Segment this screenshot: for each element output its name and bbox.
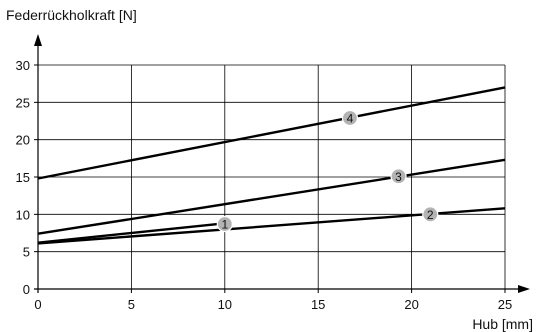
x-tick-label: 20 — [404, 297, 418, 312]
series-marker-3 — [390, 168, 407, 185]
series-line-1 — [37, 222, 225, 244]
series — [37, 86, 506, 245]
y-tick-label: 5 — [23, 245, 30, 260]
series-marker-2 — [422, 206, 439, 223]
series-marker-1 — [216, 215, 233, 233]
x-tick-label: 25 — [498, 297, 512, 312]
series-line-4 — [37, 86, 506, 180]
series-label-2: 2 — [427, 208, 434, 222]
y-tick-label: 10 — [16, 207, 30, 222]
y-tick-label: 15 — [16, 170, 30, 185]
series-line-3 — [37, 158, 506, 235]
x-tick-label: 5 — [128, 297, 135, 312]
x-axis-arrow — [518, 285, 530, 293]
x-axis-label: Hub [mm] — [472, 316, 533, 332]
y-tick-label: 30 — [16, 58, 30, 73]
y-axis-arrow — [34, 34, 42, 46]
ticks: 0 5 10 15 20 25 30 0 5 10 15 20 25 — [16, 58, 513, 312]
y-tick-label: 25 — [16, 95, 30, 110]
y-tick-label: 0 — [23, 282, 30, 297]
grid — [38, 64, 506, 289]
axes — [34, 34, 530, 293]
x-tick-label: 15 — [311, 297, 325, 312]
series-label-3: 3 — [395, 170, 402, 184]
x-tick-label: 0 — [34, 297, 41, 312]
series-label-4: 4 — [347, 112, 354, 126]
series-label-1: 1 — [221, 218, 228, 232]
y-tick-label: 20 — [16, 133, 30, 148]
x-tick-label: 10 — [218, 297, 232, 312]
markers: 1 2 3 4 — [216, 109, 439, 233]
y-axis-label: Federrückholkraft [N] — [6, 7, 137, 23]
series-marker-4 — [341, 109, 359, 127]
